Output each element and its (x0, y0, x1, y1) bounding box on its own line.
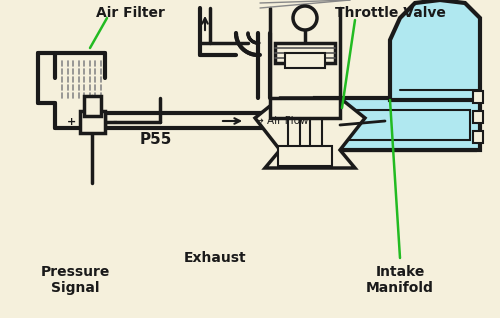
Bar (473, 111, 483, 123)
Bar (278, 146, 332, 166)
Bar (473, 131, 483, 143)
Bar (275, 43, 335, 63)
Bar (330, 110, 470, 140)
Text: Throttle Valve: Throttle Valve (334, 6, 446, 20)
Bar (315, 100, 475, 150)
Bar (80, 111, 105, 133)
Text: → Air Flow: → Air Flow (255, 116, 308, 126)
Polygon shape (255, 98, 365, 168)
Text: P55: P55 (140, 133, 172, 148)
Circle shape (293, 6, 317, 30)
Polygon shape (390, 0, 480, 100)
Bar (315, 98, 480, 150)
Text: Air Filter: Air Filter (96, 6, 164, 20)
Text: Intake
Manifold: Intake Manifold (366, 265, 434, 295)
Bar (84, 96, 101, 116)
Text: Pressure
Signal: Pressure Signal (40, 265, 110, 295)
Text: +: + (68, 117, 76, 127)
Text: -: - (112, 117, 117, 127)
Text: Exhaust: Exhaust (184, 251, 246, 265)
Bar (285, 53, 325, 68)
Bar (270, 98, 340, 118)
Bar (473, 91, 483, 103)
